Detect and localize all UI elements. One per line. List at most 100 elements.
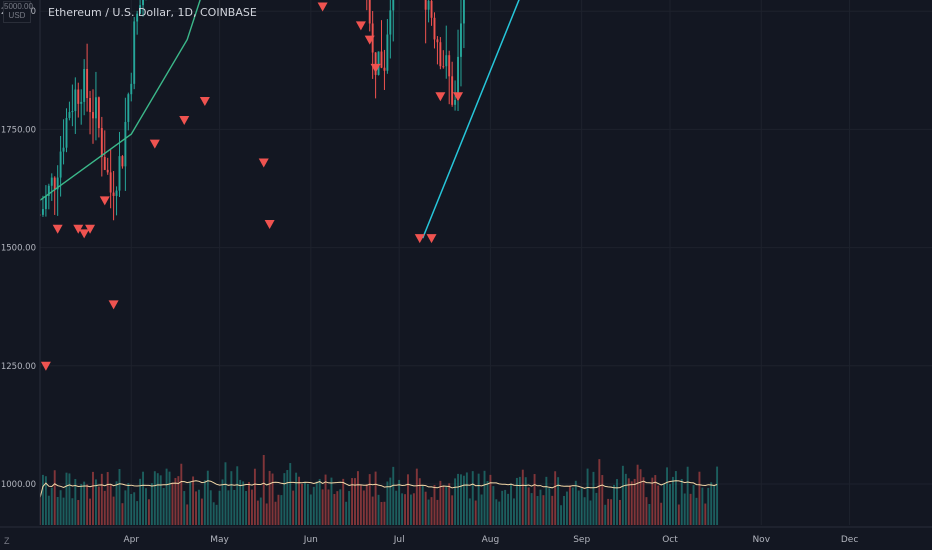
volume-bar [636,464,639,525]
volume-bar [483,470,486,525]
candle-body [103,157,106,170]
sell-signal-triangle [435,92,446,102]
volume-bar [189,481,192,525]
candle-body [389,10,392,35]
volume-bar [695,497,698,525]
volume-bar [92,471,94,525]
sell-signal-triangle [258,158,269,168]
scale-top-label: 5000.00 [4,2,33,11]
volume-bar [477,473,480,525]
candle-body [89,97,92,113]
candle-body [133,21,136,84]
volume-bar [454,478,457,525]
volume-bar [671,476,674,525]
volume-bar [356,471,359,525]
x-tick-label: Aug [482,535,500,545]
volume-bar [501,490,504,525]
volume-bar [89,498,92,525]
candle-body [68,112,71,118]
volume-bar [604,504,607,525]
volume-bar [248,482,250,525]
volume-bar [448,483,451,525]
volume-bar [663,483,666,525]
candle-body [380,51,383,68]
volume-bar [100,473,103,525]
volume-bar [186,504,189,525]
candle-body [74,89,77,112]
volume-bar [563,495,565,525]
sell-signal-triangle [317,2,328,12]
candle-body [392,0,395,11]
volume-bar [577,490,580,525]
sell-signal-triangle [108,300,119,310]
volume-bar [133,492,136,525]
candle-body [59,151,62,178]
volume-bar [398,479,401,525]
volume-bar [442,485,445,525]
volume-bar [230,471,233,525]
volume-bar [533,474,536,525]
volume-bar [498,501,501,525]
volume-bar [666,467,669,525]
volume-bar [147,499,150,525]
timezone-button[interactable]: Z [4,536,10,546]
candle-body [71,111,74,113]
volume-bar [345,501,348,525]
volume-bar [518,476,521,525]
scale-unit-box[interactable]: 5000.00 USD [3,1,33,23]
volume-bar [401,493,404,525]
volume-bar [236,466,239,525]
volume-bar [386,481,389,525]
volume-bar [286,470,289,525]
volume-bar [198,489,200,525]
candle-body [436,39,439,43]
volume-bar [598,459,601,525]
volume-bar [339,489,342,525]
volume-bar [513,498,515,525]
volume-bar [427,499,430,525]
volume-bar [277,494,280,525]
volume-bar [62,497,65,525]
price-scale[interactable] [0,0,40,527]
candle-body [430,0,433,18]
volume-bar [713,485,716,525]
volume-bar [530,493,533,525]
volume-bar [439,480,442,525]
volume-bar [389,477,392,525]
sell-signal-triangle [149,139,160,149]
volume-bar [233,489,236,525]
time-scale[interactable] [0,527,932,550]
candle-body [77,89,80,104]
volume-bar [692,485,695,525]
volume-bar [616,479,618,525]
candle-body [442,66,445,68]
sell-signal-triangle [426,234,437,244]
x-tick-label: Apr [123,535,139,545]
volume-bar [359,485,362,525]
volume-bar [571,487,574,525]
volume-bar [362,490,365,525]
volume-bar [460,474,462,525]
volume-bar [424,491,427,525]
volume-bar [224,462,227,525]
y-tick-label: 1500.00 [1,244,36,254]
support-trendline[interactable] [422,0,820,239]
volume-bar [409,494,412,525]
volume-bar [421,485,424,525]
volume-bar [221,479,224,525]
candle-body [121,156,124,167]
candle-body [457,56,459,100]
sell-signal-triangle [85,224,96,234]
volume-bar [171,482,174,525]
volume-bar [445,486,448,525]
volume-bar [180,463,183,525]
candle-body [83,68,86,102]
volume-bar [377,494,380,525]
volume-bar [265,503,268,525]
volume-bar [215,504,218,525]
volume-bar [56,496,59,525]
volume-bar [256,500,259,525]
volume-bar [542,495,545,525]
volume-bar [639,469,642,525]
